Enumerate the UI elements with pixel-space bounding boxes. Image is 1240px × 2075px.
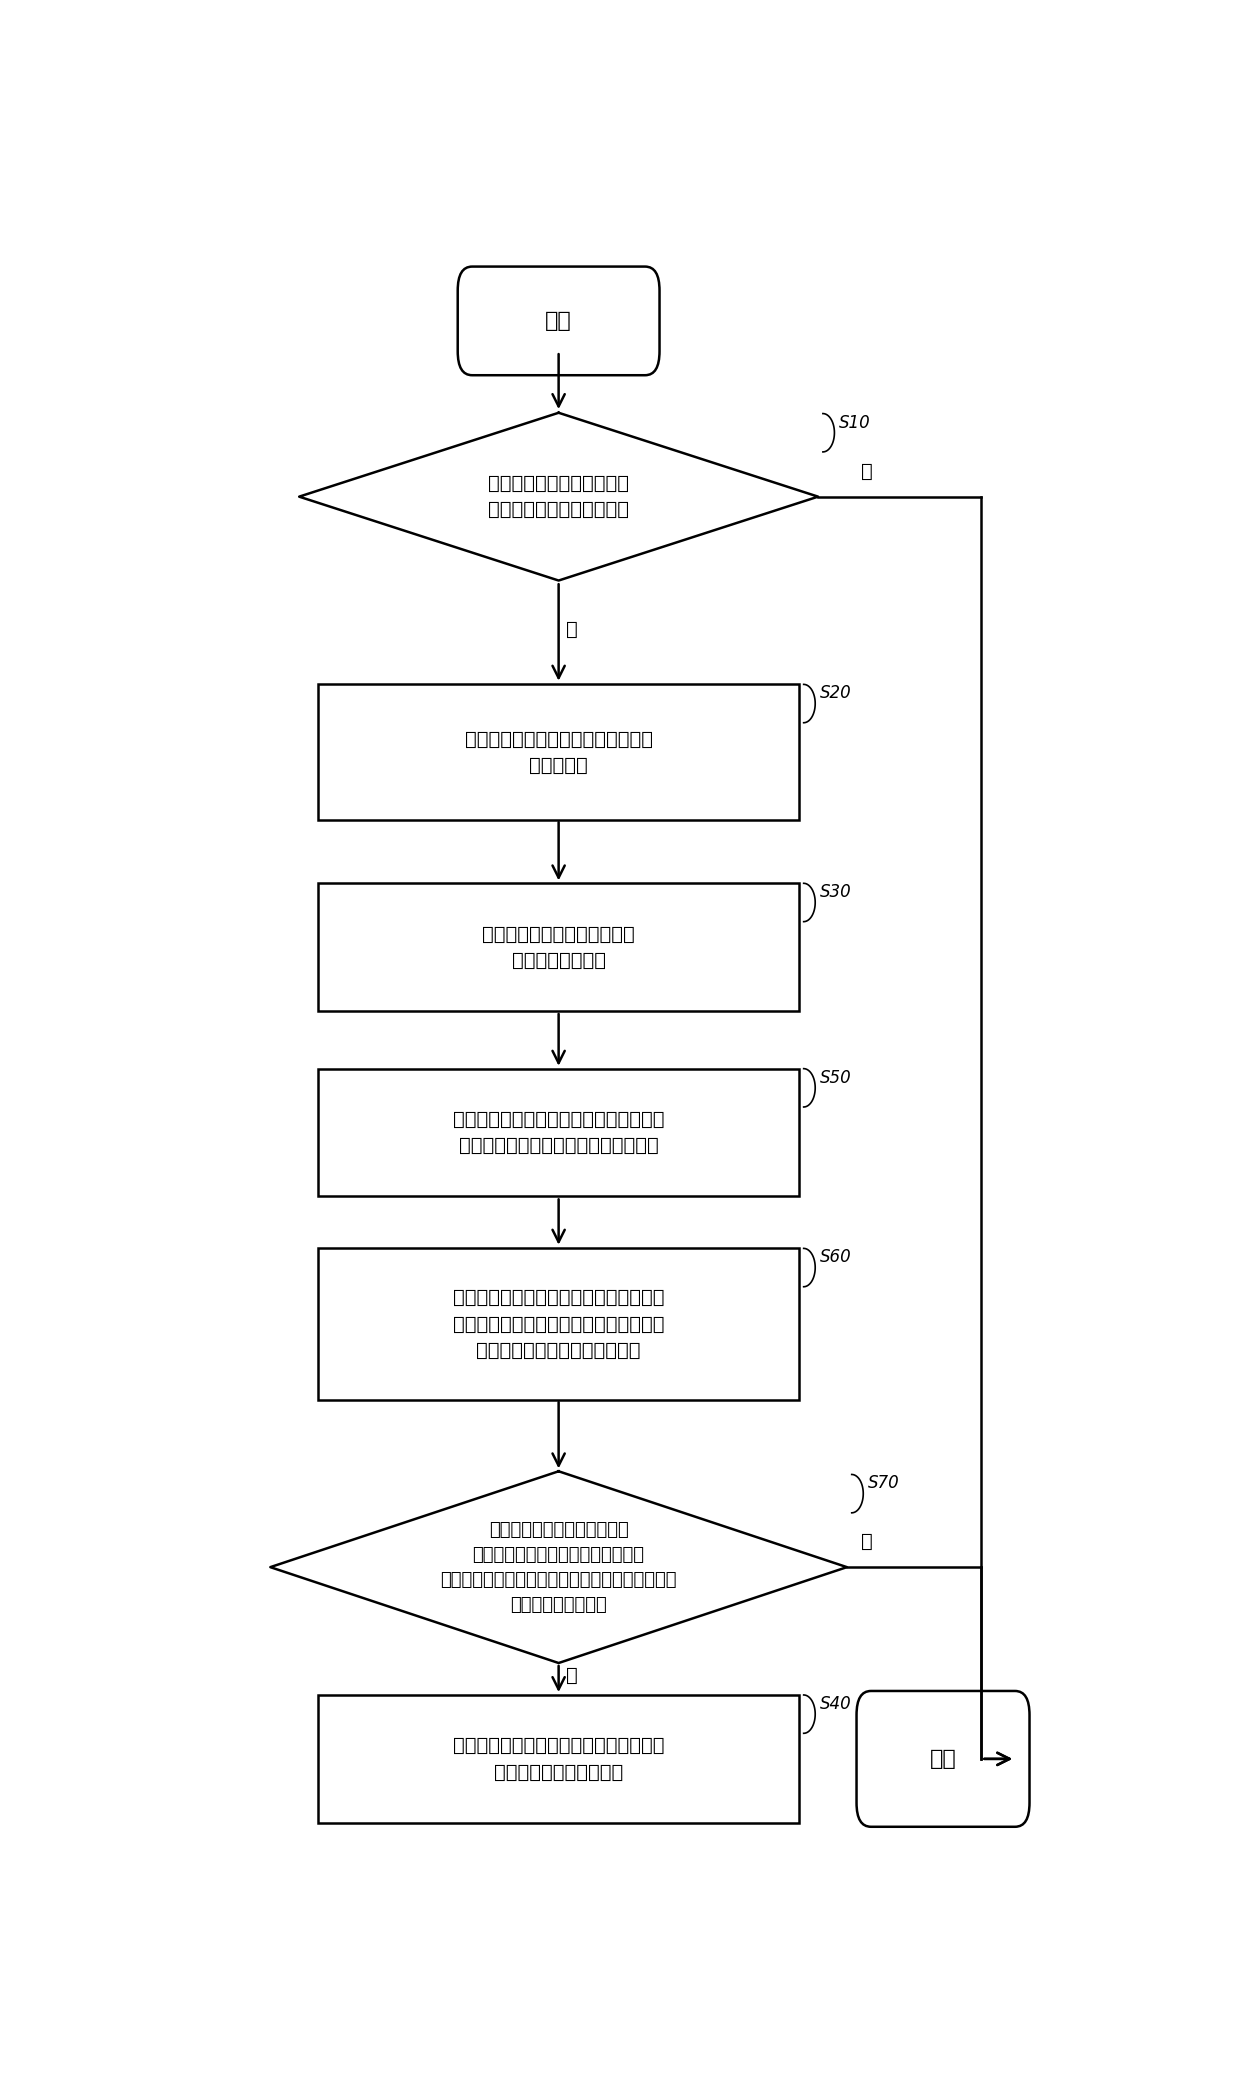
Text: 检测负载的功率，根据负载的
功率计算放电参数: 检测负载的功率，根据负载的 功率计算放电参数 xyxy=(482,925,635,969)
Text: 根据动力电池包的最大允许输出电流值和
动力电池包的最高允许输出电压值计算动
力电池包的最大允许输出功率值: 根据动力电池包的最大允许输出电流值和 动力电池包的最高允许输出电压值计算动 力电… xyxy=(453,1289,665,1361)
Text: S70: S70 xyxy=(868,1475,900,1492)
Text: S60: S60 xyxy=(820,1249,852,1266)
Text: 将放电参数发送至动力电池包，以控制动
力电池包向负载提供电能: 将放电参数发送至动力电池包，以控制动 力电池包向负载提供电能 xyxy=(453,1737,665,1782)
Text: S50: S50 xyxy=(820,1069,852,1087)
Text: 结束: 结束 xyxy=(930,1749,956,1768)
Bar xyxy=(319,1249,799,1401)
FancyBboxPatch shape xyxy=(857,1691,1029,1826)
Polygon shape xyxy=(270,1471,847,1662)
Bar xyxy=(319,685,799,820)
Bar xyxy=(319,1069,799,1197)
Bar xyxy=(319,884,799,1011)
Text: 预先判断负载与电动车辆的
连接状态是否满足放电条件: 预先判断负载与电动车辆的 连接状态是否满足放电条件 xyxy=(489,473,629,519)
Text: S30: S30 xyxy=(820,884,852,901)
Text: 是: 是 xyxy=(567,1666,578,1685)
Text: 是: 是 xyxy=(567,620,578,639)
Text: 向终端发送请求放电指令以接收终端
的放电指令: 向终端发送请求放电指令以接收终端 的放电指令 xyxy=(465,730,652,776)
Bar xyxy=(319,1695,799,1822)
Text: 开始: 开始 xyxy=(546,311,572,330)
Text: 否: 否 xyxy=(862,1531,873,1552)
FancyBboxPatch shape xyxy=(458,266,660,376)
Text: 判断放电参数是否均对应小于
动力电池包的最大允许输出电流值、
动力电池包的最高允许输出电压值和动力电池包的
最大允许输出功率值: 判断放电参数是否均对应小于 动力电池包的最大允许输出电流值、 动力电池包的最高允… xyxy=(440,1521,677,1614)
Text: S10: S10 xyxy=(839,413,870,432)
Text: S40: S40 xyxy=(820,1695,852,1714)
Text: S20: S20 xyxy=(820,685,852,701)
Polygon shape xyxy=(299,413,818,581)
Text: 否: 否 xyxy=(862,461,873,481)
Text: 预先获取动力电池包的最大允许输出电流
值和动力电池包的最高允许输出电压值: 预先获取动力电池包的最大允许输出电流 值和动力电池包的最高允许输出电压值 xyxy=(453,1110,665,1156)
